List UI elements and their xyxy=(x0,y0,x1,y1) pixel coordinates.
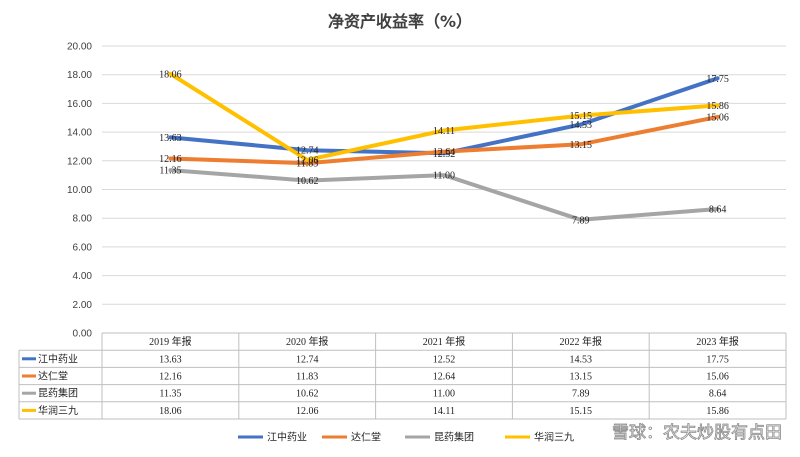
data-label: 11.00 xyxy=(433,171,455,182)
table-cell: 14.11 xyxy=(433,406,455,417)
x-category-label: 2019 年报 xyxy=(149,335,192,348)
x-category-label: 2020 年报 xyxy=(286,335,329,348)
data-label: 12.16 xyxy=(159,154,182,165)
data-label: 15.06 xyxy=(706,112,729,123)
data-label: 13.15 xyxy=(570,140,593,151)
table-series-name: 达仁堂 xyxy=(38,371,68,383)
series-line-3 xyxy=(168,168,720,222)
table-cell: 8.64 xyxy=(709,389,727,400)
y-tick-label: 0.00 xyxy=(73,329,93,340)
y-tick-label: 16.00 xyxy=(67,99,92,110)
legend-label: 达仁堂 xyxy=(351,432,381,444)
table-cell: 11.35 xyxy=(159,389,181,400)
data-label: 12.52 xyxy=(433,149,456,160)
table-series-name: 华润三九 xyxy=(38,404,78,417)
data-label: 12.74 xyxy=(296,146,319,157)
table-cell: 7.89 xyxy=(572,389,590,400)
data-label: 15.15 xyxy=(570,111,593,122)
table-cell: 11.00 xyxy=(433,389,455,400)
series-line-2 xyxy=(168,114,720,166)
table-cell: 15.15 xyxy=(570,406,593,417)
legend-label: 江中药业 xyxy=(267,431,307,444)
table-cell: 12.64 xyxy=(433,372,456,383)
data-labels: 13.63 12.74 12.52 14.53 17.75 12.16 11.83 12.64… xyxy=(159,69,729,226)
y-tick-label: 12.00 xyxy=(67,156,92,167)
legend-label: 华润三九 xyxy=(534,431,574,444)
x-category-label: 2021 年报 xyxy=(423,335,466,348)
data-label: 11.83 xyxy=(296,159,318,170)
table-cell: 14.53 xyxy=(570,354,593,365)
data-label: 12.06 xyxy=(296,155,319,166)
table-cell: 15.06 xyxy=(706,372,729,383)
legend-label: 昆药集团 xyxy=(434,431,474,444)
data-label: 17.75 xyxy=(706,74,729,85)
x-category-label: 2022 年报 xyxy=(560,335,603,348)
table-cell: 12.06 xyxy=(296,406,319,417)
data-label: 10.62 xyxy=(296,176,319,187)
table-series-name: 江中药业 xyxy=(38,352,78,365)
table-cell: 12.16 xyxy=(159,372,182,383)
table-cell: 13.15 xyxy=(570,372,593,383)
table-cell: 13.63 xyxy=(159,354,182,365)
y-tick-label: 6.00 xyxy=(73,242,93,253)
table-cell: 15.86 xyxy=(706,406,729,417)
series-line-1 xyxy=(168,76,720,156)
x-category-label: 2023 年报 xyxy=(696,335,739,348)
data-label: 11.35 xyxy=(159,166,181,177)
table-cell: 18.06 xyxy=(159,406,182,417)
table-cell: 12.74 xyxy=(296,354,319,365)
legend: 江中药业 达仁堂 昆药集团 华润三九 xyxy=(238,431,574,444)
y-axis-ticks: 0.00 2.00 4.00 6.00 8.00 10.00 12.00 14.00 16.00… xyxy=(67,42,92,340)
y-tick-label: 4.00 xyxy=(73,271,93,282)
data-label: 14.53 xyxy=(570,120,593,131)
data-label: 18.06 xyxy=(159,69,182,80)
data-label: 14.11 xyxy=(433,126,455,137)
chart-title: 净资产收益率（%） xyxy=(328,12,472,31)
data-label: 12.64 xyxy=(433,147,456,158)
data-label: 13.63 xyxy=(159,133,182,144)
y-tick-label: 20.00 xyxy=(67,42,92,53)
y-tick-label: 8.00 xyxy=(73,214,93,225)
data-label: 8.64 xyxy=(709,205,727,216)
y-tick-label: 14.00 xyxy=(67,128,92,139)
series-line-4 xyxy=(168,71,720,162)
table-series-name: 昆药集团 xyxy=(38,387,78,400)
series-lines xyxy=(168,71,720,222)
table-cell: 11.83 xyxy=(296,372,318,383)
table-cell: 12.52 xyxy=(433,354,456,365)
table-cell: 17.75 xyxy=(706,354,729,365)
y-tick-label: 18.00 xyxy=(67,70,92,81)
data-label: 15.86 xyxy=(706,101,729,112)
table-cell: 10.62 xyxy=(296,389,319,400)
data-label: 7.89 xyxy=(572,215,590,226)
y-tick-label: 2.00 xyxy=(73,300,93,311)
watermark-text: 雪球：农夫炒股有点田 xyxy=(612,423,782,443)
y-tick-label: 10.00 xyxy=(67,185,92,196)
